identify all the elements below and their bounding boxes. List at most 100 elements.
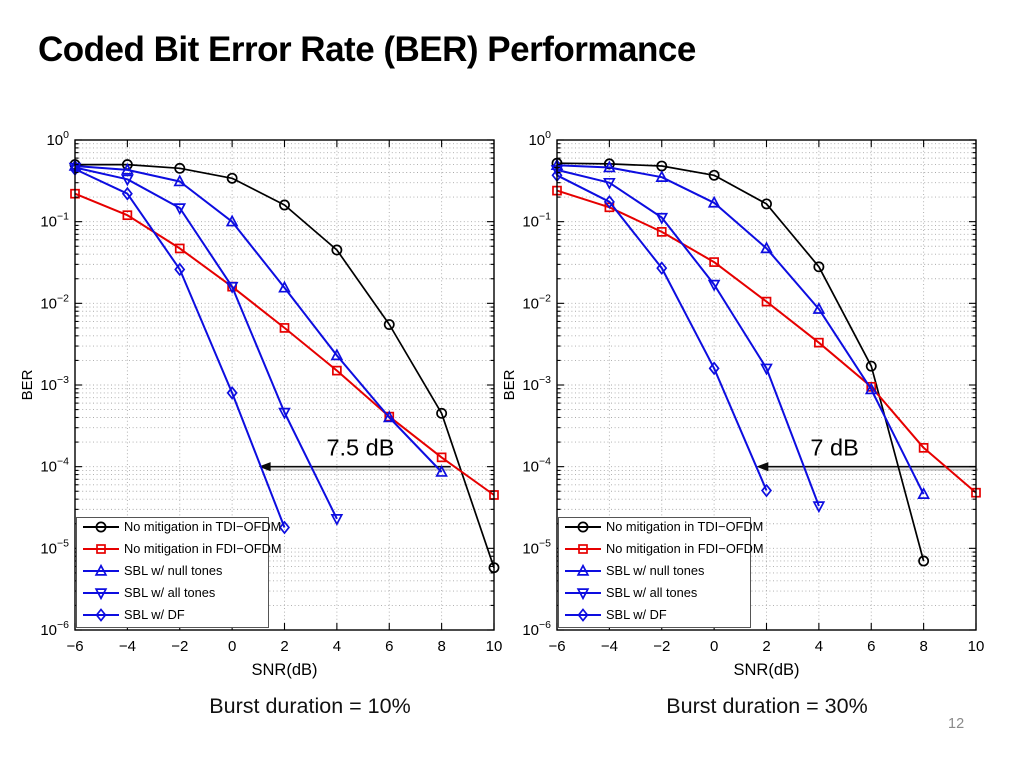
- x-tick-label: −4: [601, 638, 618, 655]
- x-tick-label: 2: [280, 638, 288, 655]
- diamond-marker: [603, 194, 615, 209]
- legend-entry-label: SBL w/ all tones: [606, 585, 697, 600]
- chart-caption-left: Burst duration = 10%: [209, 694, 411, 718]
- diamond-marker: [761, 483, 772, 498]
- square-marker: [122, 210, 133, 221]
- square-marker: [578, 544, 588, 554]
- circle-marker: [95, 521, 107, 533]
- y-tick-label: 10−4: [522, 456, 551, 476]
- x-tick-label: −6: [66, 638, 83, 655]
- series-line: [74, 168, 286, 528]
- legend-entry-label: SBL w/ all tones: [124, 585, 215, 600]
- circle-marker: [436, 407, 448, 419]
- diamond-marker: [656, 261, 668, 275]
- legend: No mitigation in TDI−OFDM No mitigation i…: [558, 517, 764, 628]
- ber-chart-burst-10: 7.5 dB −6 −4 −2 0 2 4 6 8 10 100 10−1 10−2 10−3 10−4 10…: [19, 129, 502, 679]
- x-tick-label: 6: [385, 638, 393, 655]
- legend-entry-label: No mitigation in TDI−OFDM: [606, 519, 763, 534]
- series-2: [550, 158, 930, 499]
- x-axis-label: SNR(dB): [733, 661, 799, 679]
- triangle-up-marker: [278, 280, 291, 293]
- square-marker: [761, 296, 772, 307]
- tick-marks: [74, 139, 495, 631]
- triangle-up-marker: [576, 563, 590, 576]
- y-tick-label: 10−6: [522, 619, 551, 639]
- triangle-up-marker: [173, 174, 187, 187]
- x-tick-label: 10: [968, 638, 985, 655]
- triangle-up-marker: [917, 487, 930, 499]
- series-4: [551, 168, 772, 498]
- triangle-down-marker: [760, 363, 773, 376]
- triangle-down-marker: [655, 212, 669, 225]
- y-tick-label: 10−3: [522, 374, 551, 394]
- diamond-marker: [95, 608, 107, 622]
- triangle-up-marker: [382, 410, 396, 423]
- x-tick-label: 0: [710, 638, 718, 655]
- triangle-up-marker: [864, 382, 878, 395]
- diamond-marker: [174, 262, 186, 277]
- gain-label: 7 dB: [810, 435, 858, 461]
- square-marker: [709, 257, 719, 267]
- triangle-up-marker: [603, 160, 616, 173]
- series-3: [550, 165, 826, 514]
- square-marker: [279, 323, 290, 333]
- circle-marker: [918, 555, 930, 567]
- series-line: [556, 164, 925, 495]
- y-tick-label: 10−1: [522, 211, 551, 231]
- series-line: [556, 174, 768, 491]
- circle-marker: [708, 169, 720, 181]
- chart-caption-right: Burst duration = 30%: [666, 694, 868, 718]
- diamond-marker: [226, 386, 238, 400]
- triangle-up-marker: [812, 301, 826, 314]
- x-tick-label: 10: [486, 638, 503, 655]
- triangle-up-marker: [435, 464, 448, 477]
- series-line: [74, 165, 443, 473]
- square-marker: [174, 243, 185, 254]
- x-tick-label: −2: [171, 638, 188, 655]
- x-tick-label: −2: [653, 638, 670, 655]
- triangle-down-marker: [121, 174, 134, 187]
- diamond-marker: [279, 520, 290, 535]
- x-tick-label: 6: [867, 638, 875, 655]
- triangle-up-marker: [655, 170, 669, 182]
- x-tick-label: 4: [815, 638, 823, 655]
- square-marker: [814, 337, 824, 348]
- triangle-down-marker: [707, 279, 721, 292]
- series-line: [556, 168, 820, 507]
- triangle-down-marker: [576, 588, 590, 601]
- triangle-up-marker: [225, 214, 239, 227]
- y-tick-label: 10−2: [40, 292, 69, 312]
- x-tick-label: 0: [228, 638, 236, 655]
- tick-labels: −6 −4 −2 0 2 4 6 8 10 100 10−1 10−2 10−3 10−4 10−5 10−6…: [501, 129, 984, 679]
- legend-box: [558, 517, 751, 628]
- y-tick-label: 10−2: [522, 292, 551, 312]
- tick-labels: −6 −4 −2 0 2 4 6 8 10 100 10−1 10−2 10−3 10−4 10−5 10−6…: [19, 129, 502, 679]
- triangle-down-marker: [94, 588, 108, 601]
- page-number: 12: [948, 716, 965, 732]
- triangle-up-marker: [330, 348, 344, 361]
- triangle-up-marker: [760, 241, 773, 254]
- triangle-down-marker: [603, 177, 616, 190]
- square-marker: [96, 544, 106, 554]
- y-tick-label: 10−1: [40, 211, 69, 231]
- series-line: [74, 166, 338, 520]
- circle-marker: [279, 199, 290, 211]
- y-axis-label: BER: [19, 369, 36, 400]
- y-tick-label: 10−5: [522, 537, 551, 557]
- legend-entry-label: SBL w/ null tones: [124, 563, 222, 578]
- slide-title: Coded Bit Error Rate (BER) Performance: [38, 30, 696, 69]
- series-1: [70, 188, 499, 500]
- diamond-marker: [577, 608, 589, 622]
- triangle-down-marker: [278, 407, 291, 420]
- series-line: [75, 163, 495, 568]
- series-line: [556, 162, 925, 562]
- circle-marker: [761, 198, 772, 210]
- x-tick-label: 2: [762, 638, 770, 655]
- series-line: [74, 192, 495, 496]
- y-axis-label: BER: [501, 369, 518, 400]
- x-tick-label: 8: [919, 638, 927, 655]
- y-tick-label: 10−4: [40, 456, 69, 476]
- legend-entry-label: No mitigation in TDI−OFDM: [124, 519, 281, 534]
- legend: No mitigation in TDI−OFDM No mitigation i…: [76, 517, 282, 628]
